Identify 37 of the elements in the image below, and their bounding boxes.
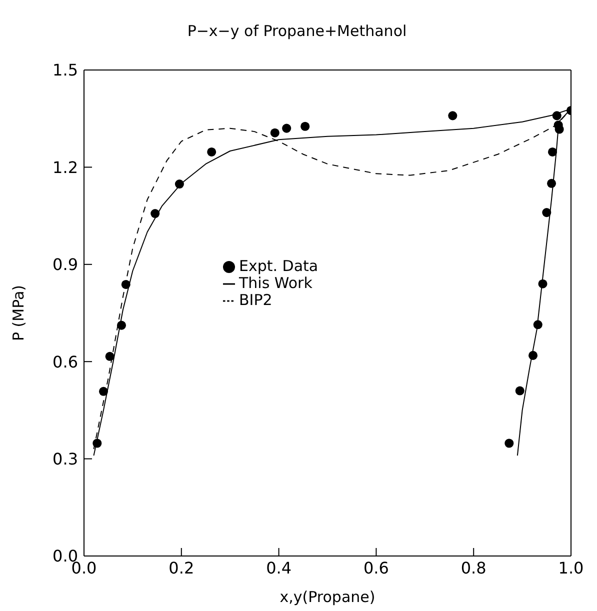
point [174, 180, 184, 189]
point [528, 350, 538, 360]
x-axis-title: x,y(Propane) [280, 588, 376, 606]
x-tick-label: 0.2 [168, 558, 194, 578]
point [300, 122, 310, 131]
y-tick-label: 1.5 [52, 60, 78, 80]
y-tick-label: 1.2 [52, 158, 78, 177]
point [448, 111, 458, 120]
point [150, 209, 160, 218]
legend-label: Expt. Data [239, 257, 318, 275]
x-tick-label: 0.8 [460, 558, 486, 578]
y-axis-title: P (MPa) [9, 284, 28, 342]
x-tick-label: 0.6 [363, 558, 389, 578]
point [552, 111, 562, 120]
point [504, 438, 514, 448]
x-tick-label: 1.0 [558, 558, 584, 578]
point [270, 128, 280, 138]
point [105, 352, 114, 361]
point [542, 208, 552, 218]
point [548, 147, 558, 156]
legend-label: This Work [239, 274, 312, 292]
point [538, 279, 548, 288]
x-tick-label: 0.4 [266, 558, 292, 578]
y-tick-label: 0.9 [52, 255, 78, 274]
legend-label: BIP2 [239, 291, 272, 309]
point [533, 320, 542, 330]
y-tick-label: 0.3 [52, 449, 78, 468]
point [207, 147, 216, 156]
point [282, 124, 292, 133]
point [92, 438, 102, 448]
point [116, 320, 126, 330]
y-tick-label: 0.6 [52, 352, 78, 372]
point [121, 280, 130, 289]
point [515, 386, 524, 396]
point [98, 386, 108, 396]
chart-title: P−x−y of Propane+Methanol [186, 22, 408, 40]
point [547, 178, 556, 188]
